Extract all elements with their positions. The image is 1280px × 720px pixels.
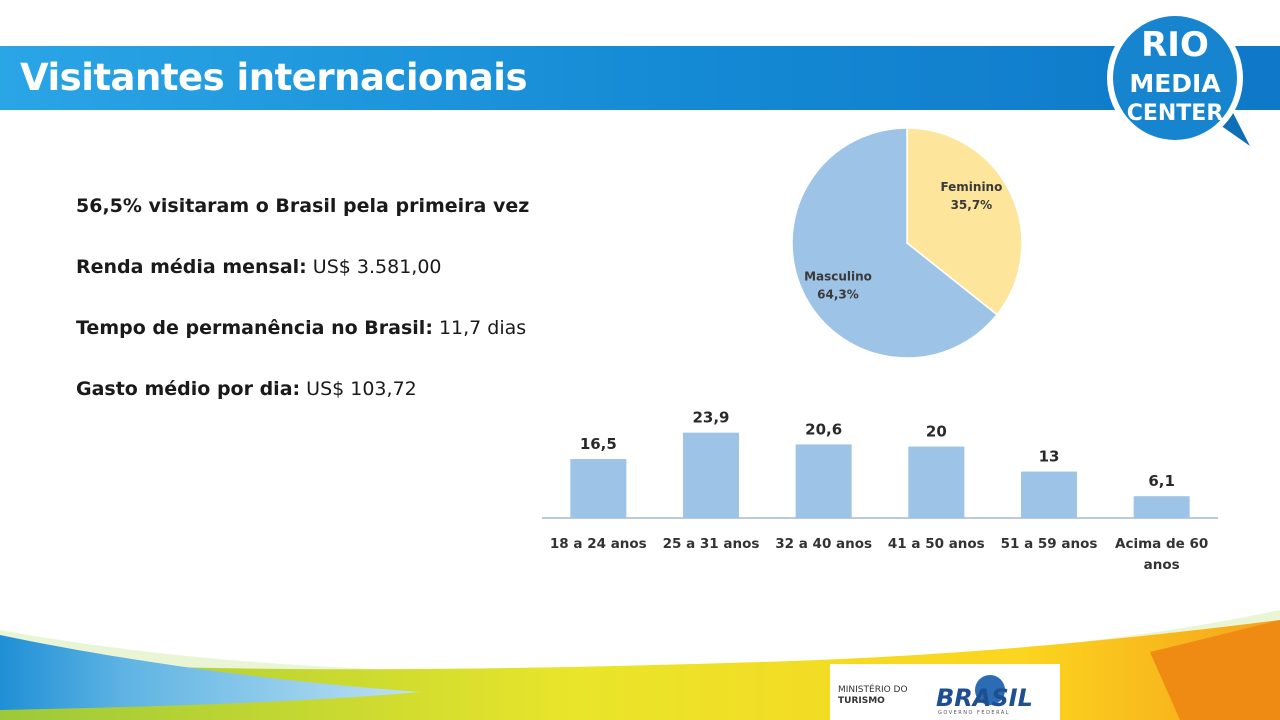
bar-2	[795, 444, 852, 518]
pie-value-masculino: 64,3%	[817, 288, 859, 302]
brasil-wordmark: BRASIL	[936, 684, 1033, 712]
logo-line3: CENTER	[1127, 101, 1224, 126]
stat-daily-spend: Gasto médio por dia: US$ 103,72	[76, 378, 417, 400]
stat-length-of-stay: Tempo de permanência no Brasil: 11,7 dia…	[76, 317, 527, 339]
logo-line1: RIO	[1141, 25, 1209, 65]
page-title: Visitantes internacionais	[20, 56, 527, 99]
bar-value-label-4: 13	[1039, 448, 1060, 466]
bar-4	[1021, 471, 1077, 518]
rio-media-center-logo: RIO MEDIA CENTER	[1107, 10, 1250, 146]
brasil-subtitle: GOVERNO FEDERAL	[938, 710, 1010, 716]
bar-3	[908, 446, 965, 518]
pie-value-feminino: 35,7%	[951, 198, 993, 212]
bar-value-label-5: 6,1	[1148, 472, 1175, 490]
pie-label-masculino: Masculino	[804, 270, 872, 284]
bar-value-label-2: 20,6	[805, 420, 842, 438]
gender-pie-chart: Feminino 35,7% Masculino 64,3%	[791, 127, 1023, 359]
title-bar	[0, 46, 1280, 110]
bar-0	[570, 459, 627, 518]
bar-value-label-1: 23,9	[692, 409, 729, 427]
bottom-wave-decoration	[0, 610, 1280, 720]
pie-slice-feminino	[906, 127, 1023, 316]
bar-value-label-0: 16,5	[580, 435, 617, 453]
brasil-globe-icon	[975, 675, 1005, 705]
footer-logo-backdrop	[830, 664, 1060, 720]
ministry-line2: TURISMO	[838, 696, 885, 706]
wave-blue	[0, 635, 420, 710]
bar-category-label-5: Acima de 60 anos	[1115, 536, 1208, 573]
bar-category-label-2: 32 a 40 anos	[775, 536, 872, 552]
age-bar-chart: 16,5 18 a 24 anos 23,9 25 a 31 anos 20,6 32 a…	[542, 409, 1218, 573]
logo-line2: MEDIA	[1129, 69, 1221, 98]
logo-disc	[1113, 16, 1237, 140]
pie-label-feminino: Feminino	[940, 180, 1002, 194]
ministry-line1: MINISTÉRIO DO	[838, 683, 908, 695]
bar-category-label-1: 25 a 31 anos	[663, 536, 760, 552]
pie-slice-masculino	[791, 127, 999, 359]
bar-value-label-3: 20	[926, 423, 947, 441]
bar-1	[683, 432, 739, 518]
bar-category-label-3: 41 a 50 anos	[888, 536, 985, 552]
wave-orange	[1150, 620, 1280, 720]
stats-list: 56,5% visitaram o Brasil pela primeira v…	[76, 190, 576, 434]
stat-first-visit: 56,5% visitaram o Brasil pela primeira v…	[76, 195, 530, 217]
stat-monthly-income: Renda média mensal: US$ 3.581,00	[76, 256, 442, 278]
bar-category-label-4: 51 a 59 anos	[1001, 536, 1098, 552]
bar-category-label-0: 18 a 24 anos	[550, 536, 647, 552]
bar-5	[1133, 496, 1190, 518]
ministerio-turismo-logo: MINISTÉRIO DO TURISMO BRASIL GOVERNO FED…	[838, 675, 1033, 716]
